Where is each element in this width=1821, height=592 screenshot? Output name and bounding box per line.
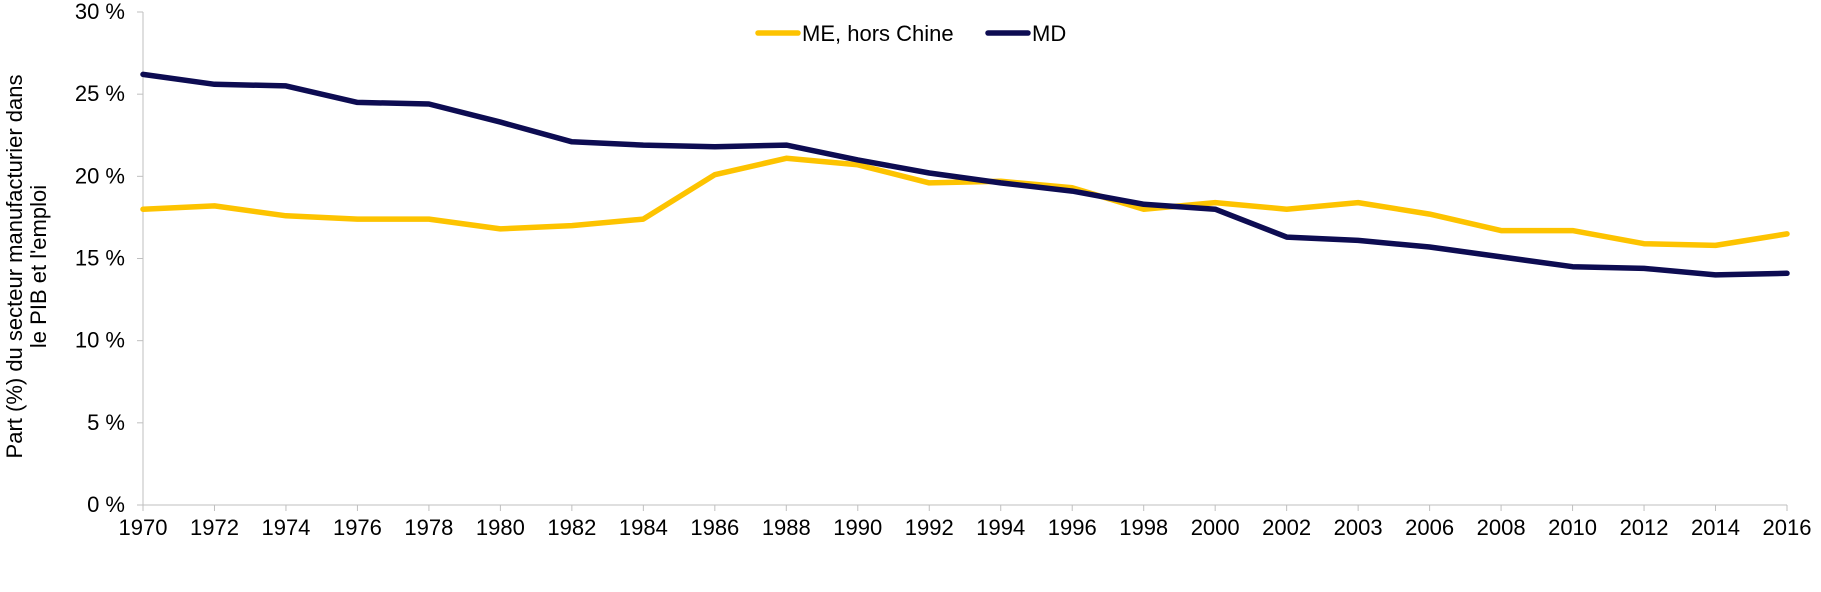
series-line-0 xyxy=(140,155,1790,249)
x-tick-label: 1994 xyxy=(976,515,1025,540)
x-tick-label: 1990 xyxy=(833,515,882,540)
y-tick-label: 20 % xyxy=(75,163,125,188)
y-tick-label: 25 % xyxy=(75,81,125,106)
legend-label-1: MD xyxy=(1032,21,1066,46)
axes: 0 % 5 % 10 % 15 % 20 % 25 % 30 % 1970 1972 1974 19… xyxy=(75,0,1812,540)
x-tick-label: 1992 xyxy=(905,515,954,540)
y-tick-label: 15 % xyxy=(75,246,125,271)
y-tick-label: 30 % xyxy=(75,0,125,24)
x-tick-label: 1970 xyxy=(119,515,168,540)
x-tick-label: 1996 xyxy=(1048,515,1097,540)
series-line-1 xyxy=(140,71,1790,278)
series-lines xyxy=(140,71,1790,278)
x-tick-label: 2010 xyxy=(1548,515,1597,540)
x-tick-label: 1980 xyxy=(476,515,525,540)
y-axis-title-line: Part (%) du secteur manufacturier dans xyxy=(2,75,27,459)
x-tick-label: 1976 xyxy=(333,515,382,540)
legend-label-0: ME, hors Chine xyxy=(802,21,954,46)
x-tick-label: 2002 xyxy=(1262,515,1311,540)
x-tick-label: 2016 xyxy=(1763,515,1812,540)
x-tick-label: 1986 xyxy=(690,515,739,540)
y-tick-label: 10 % xyxy=(75,328,125,353)
x-tick-label: 1988 xyxy=(762,515,811,540)
x-tick-label: 1998 xyxy=(1119,515,1168,540)
x-tick-label: 2000 xyxy=(1191,515,1240,540)
x-tick-label: 2012 xyxy=(1620,515,1669,540)
x-tick-label: 2014 xyxy=(1691,515,1740,540)
x-tick-label: 1978 xyxy=(404,515,453,540)
x-tick-label: 1974 xyxy=(261,515,310,540)
y-axis-title-line: le PIB et l'emploi xyxy=(26,185,51,348)
x-tick-label: 1982 xyxy=(547,515,596,540)
x-tick-label: 2008 xyxy=(1477,515,1526,540)
y-tick-label: 0 % xyxy=(87,492,125,517)
y-axis-title: Part (%) du secteur manufacturier dansle… xyxy=(2,75,51,459)
y-tick-label: 5 % xyxy=(87,410,125,435)
x-tick-label: 1972 xyxy=(190,515,239,540)
legend: ME, hors Chine MD xyxy=(755,21,1066,46)
x-tick-label: 2006 xyxy=(1405,515,1454,540)
x-tick-label: 2003 xyxy=(1334,515,1383,540)
x-tick-label: 1984 xyxy=(619,515,668,540)
